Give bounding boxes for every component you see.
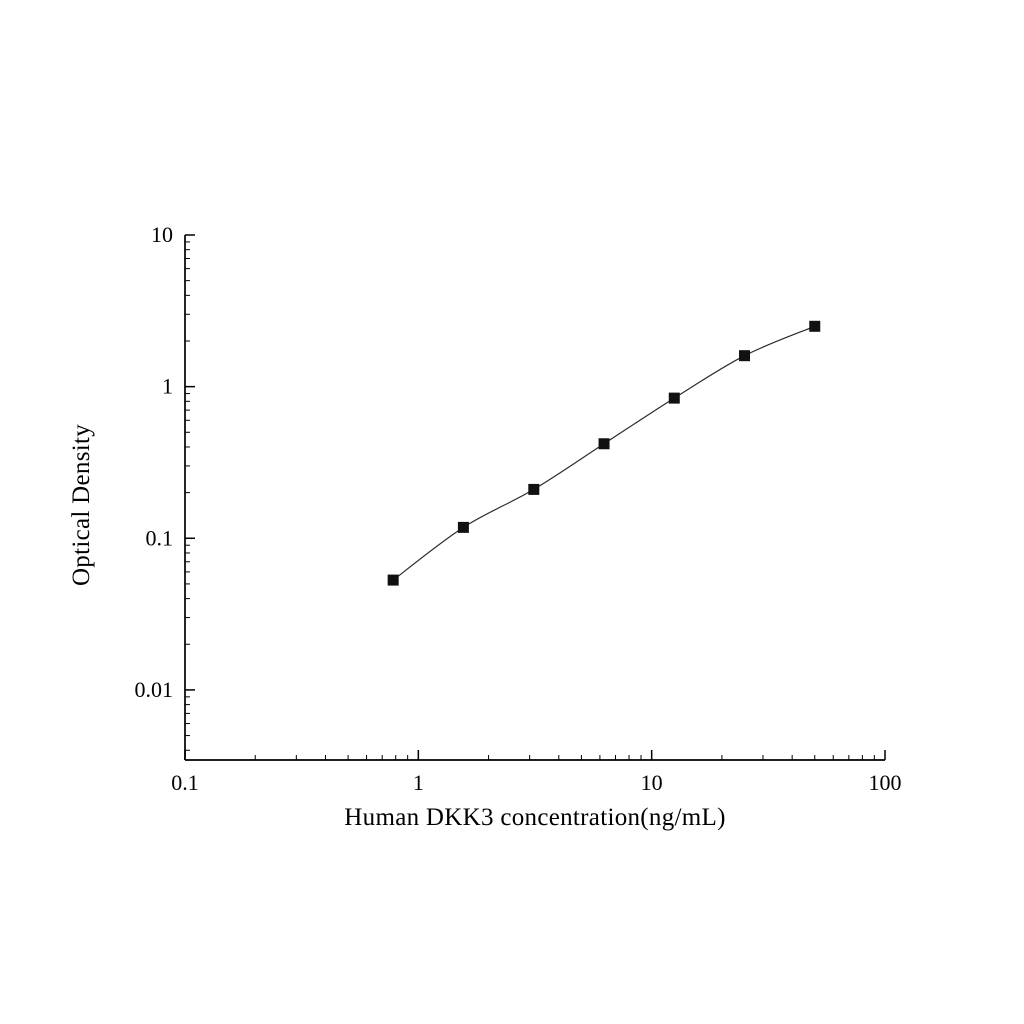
x-axis-title: Human DKK3 concentration(ng/mL) (344, 804, 726, 831)
y-axis-title: Optical Density (68, 423, 95, 587)
x-tick-label: 1 (413, 770, 424, 795)
data-point-marker (598, 438, 610, 450)
y-tick-label: 0.1 (146, 525, 174, 550)
data-point-marker (528, 483, 540, 495)
x-tick-label: 100 (869, 770, 902, 795)
y-tick-label: 0.01 (135, 677, 174, 702)
data-point-marker (739, 350, 751, 362)
data-point-marker (457, 521, 469, 533)
data-point-marker (809, 320, 821, 332)
x-tick-label: 10 (641, 770, 663, 795)
y-tick-label: 1 (162, 374, 173, 399)
fit-curve (392, 325, 815, 581)
data-point-marker (387, 574, 399, 586)
y-tick-label: 10 (151, 222, 173, 247)
data-point-marker (668, 392, 680, 404)
x-tick-label: 0.1 (171, 770, 199, 795)
